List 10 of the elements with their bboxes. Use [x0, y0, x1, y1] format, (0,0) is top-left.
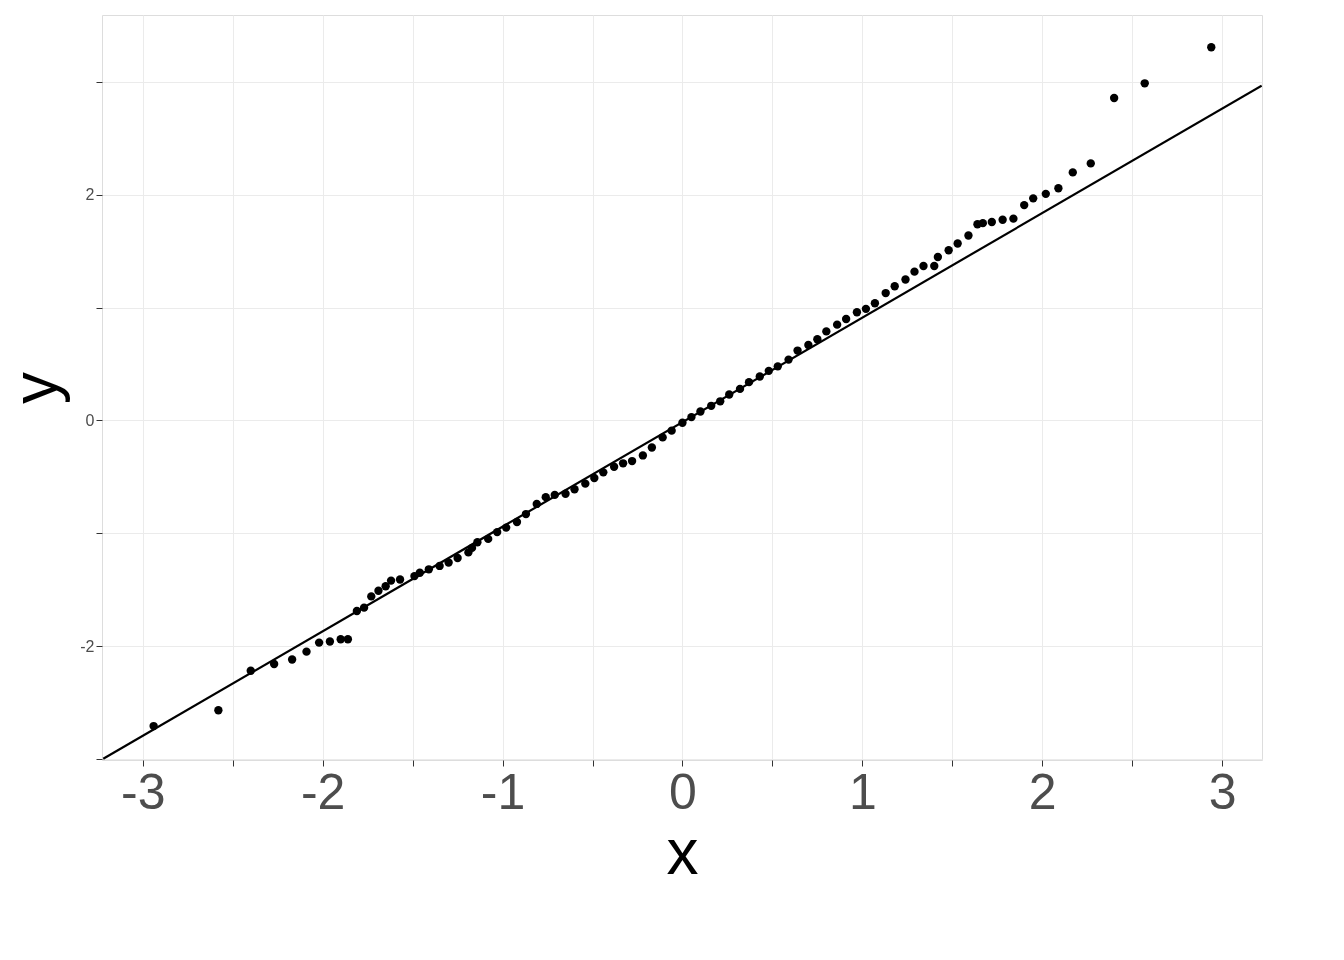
x-tick-label: 1: [848, 763, 877, 820]
x-tick-label: -3: [121, 763, 166, 820]
x-tick-label: 3: [1208, 763, 1237, 820]
y-tick-label: 0: [85, 411, 95, 429]
x-tick-label: 2: [1028, 763, 1057, 820]
y-tick-label: -2: [80, 637, 95, 655]
x-tick-label: -1: [480, 763, 526, 820]
x-tick-label: -2: [300, 763, 346, 820]
y-axis-title: y: [0, 372, 72, 404]
y-tick-label: 2: [85, 186, 95, 204]
